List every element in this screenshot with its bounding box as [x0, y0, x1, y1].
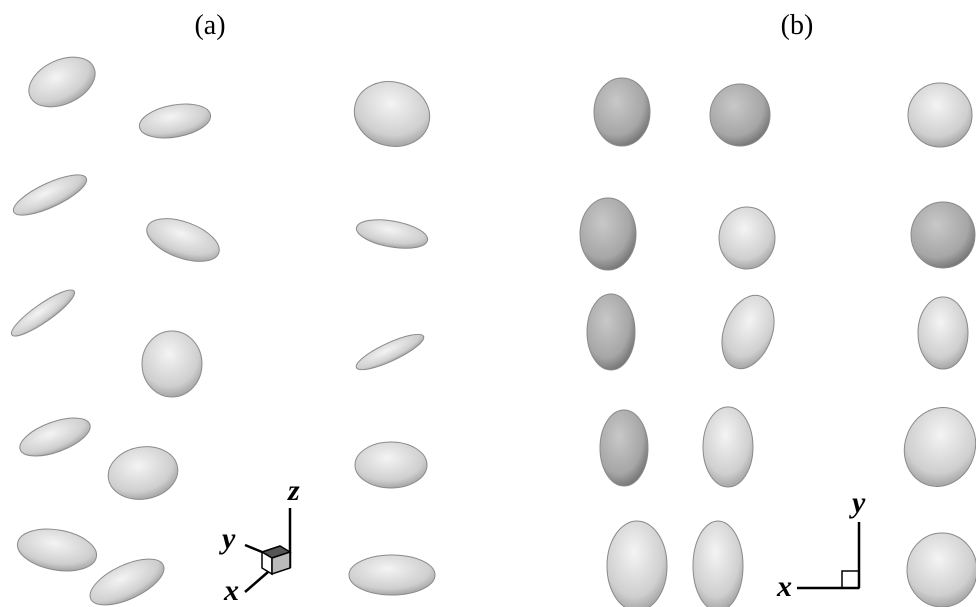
cell-shape — [353, 81, 431, 147]
cell-shape — [146, 218, 220, 262]
cell-shape — [28, 56, 96, 108]
axis-label: y — [849, 486, 866, 519]
cell-shape — [579, 197, 637, 271]
cell-shape — [355, 333, 425, 371]
cell-shape — [355, 219, 429, 249]
cell-shape — [606, 520, 668, 607]
cell-shape — [692, 520, 744, 607]
cell-shape — [593, 77, 651, 147]
cell-shape — [141, 330, 203, 398]
cell-shape — [910, 201, 976, 269]
axis-label: z — [287, 474, 300, 507]
cell-shape — [354, 441, 428, 489]
cell-shape — [138, 103, 212, 139]
cell-shape — [599, 409, 649, 487]
cell-shape — [16, 528, 98, 572]
cell-shape — [709, 83, 771, 147]
cell-shape — [586, 293, 636, 371]
cell-shape — [906, 532, 976, 607]
cell-shape — [721, 294, 775, 370]
cell-shape — [903, 407, 976, 487]
cell-shape — [19, 417, 91, 457]
cell-shape — [89, 558, 165, 606]
cell-shape — [12, 174, 88, 216]
cell-shape — [702, 406, 754, 488]
axes-triad-b — [797, 522, 861, 590]
cell-shape — [907, 82, 973, 148]
cell-shapes — [10, 56, 976, 607]
cell-shape — [718, 206, 776, 270]
panel-label: (b) — [781, 10, 814, 41]
cell-shape — [917, 296, 969, 370]
panel-label: (a) — [194, 10, 225, 41]
axis-label: x — [223, 574, 239, 607]
axis-label: y — [219, 522, 236, 555]
cell-shape — [10, 289, 76, 337]
axes-triad-a — [244, 508, 292, 593]
cell-shape — [348, 554, 436, 596]
axis-label: x — [776, 570, 792, 603]
cell-shape — [107, 446, 179, 500]
